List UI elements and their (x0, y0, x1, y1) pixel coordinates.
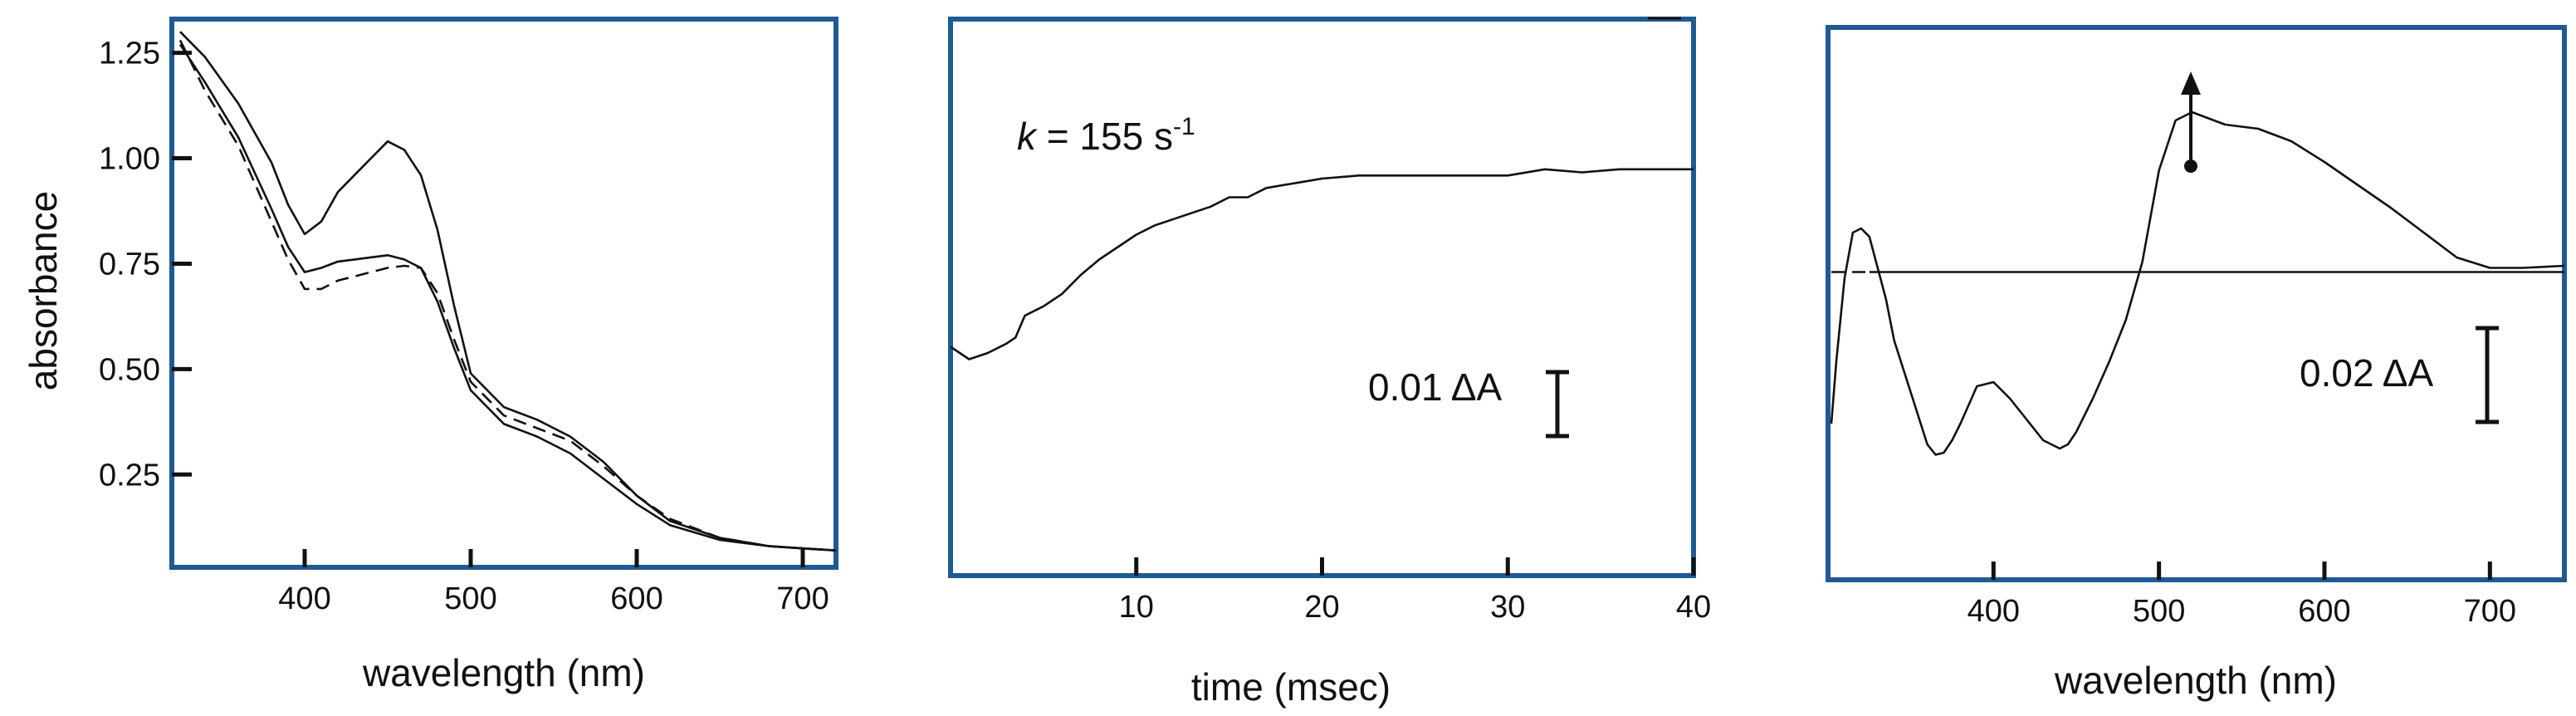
rate-constant-label: k = 155 s-1 (1017, 113, 1195, 158)
x-axis-title-2: time (msec) (1191, 665, 1391, 709)
panel-kinetic-trace: 10 20 30 40 k = 155 s-1 0.01 ΔA time (msec) (948, 17, 1711, 709)
series-line-1 (1830, 110, 2565, 456)
x-tick-label: 30 (1490, 590, 1525, 625)
x-tick-label: 40 (1676, 590, 1711, 625)
arrow-marker (2181, 71, 2201, 173)
x-tick-label: 10 (1119, 590, 1154, 625)
scale-bar-label-3: 0.02 ΔA (2300, 351, 2433, 395)
scale-bar-label-2: 0.01 ΔA (1368, 365, 1502, 409)
x-tick-label: 400 (1967, 594, 2020, 629)
x-tick-label: 700 (776, 581, 829, 616)
x-axis-title-1: wavelength (nm) (362, 651, 645, 694)
series-line-1 (179, 31, 837, 552)
series-line-2 (178, 43, 837, 552)
plot-frame-3 (1826, 25, 2567, 582)
series-line-1 (950, 168, 1694, 360)
y-tick-label: 1.00 (99, 142, 160, 177)
x-tick-label: 700 (2464, 594, 2516, 629)
y-tick-label: 1.25 (99, 37, 160, 71)
plot-frame-2 (948, 17, 1696, 578)
x-tick-label: 600 (2298, 594, 2350, 629)
scale-bar-3 (2476, 326, 2499, 424)
scale-bar-2 (1546, 370, 1569, 439)
x-tick-label: 500 (2133, 594, 2185, 629)
y-tick-label: 0.50 (99, 352, 160, 387)
y-axis-title-1: absorbance (22, 191, 65, 390)
x-tick-label: 600 (610, 581, 662, 616)
panel-difference-spectrum: 400 500 600 700 0.02 ΔA wavelength (nm) (1826, 25, 2567, 702)
x-tick-label: 500 (444, 581, 496, 616)
x-tick-label: 400 (278, 581, 330, 616)
y-tick-label: 0.25 (99, 458, 160, 493)
y-tick-label: 0.75 (99, 247, 160, 282)
plot-frame-1 (169, 17, 838, 570)
x-axis-title-3: wavelength (nm) (2054, 659, 2337, 702)
series-line-3 (178, 39, 837, 552)
x-tick-label: 20 (1304, 590, 1339, 625)
panel-absorbance-spectra: 400 500 600 700 0.25 0.50 0.75 1.00 1.25 wavelen… (22, 17, 838, 694)
